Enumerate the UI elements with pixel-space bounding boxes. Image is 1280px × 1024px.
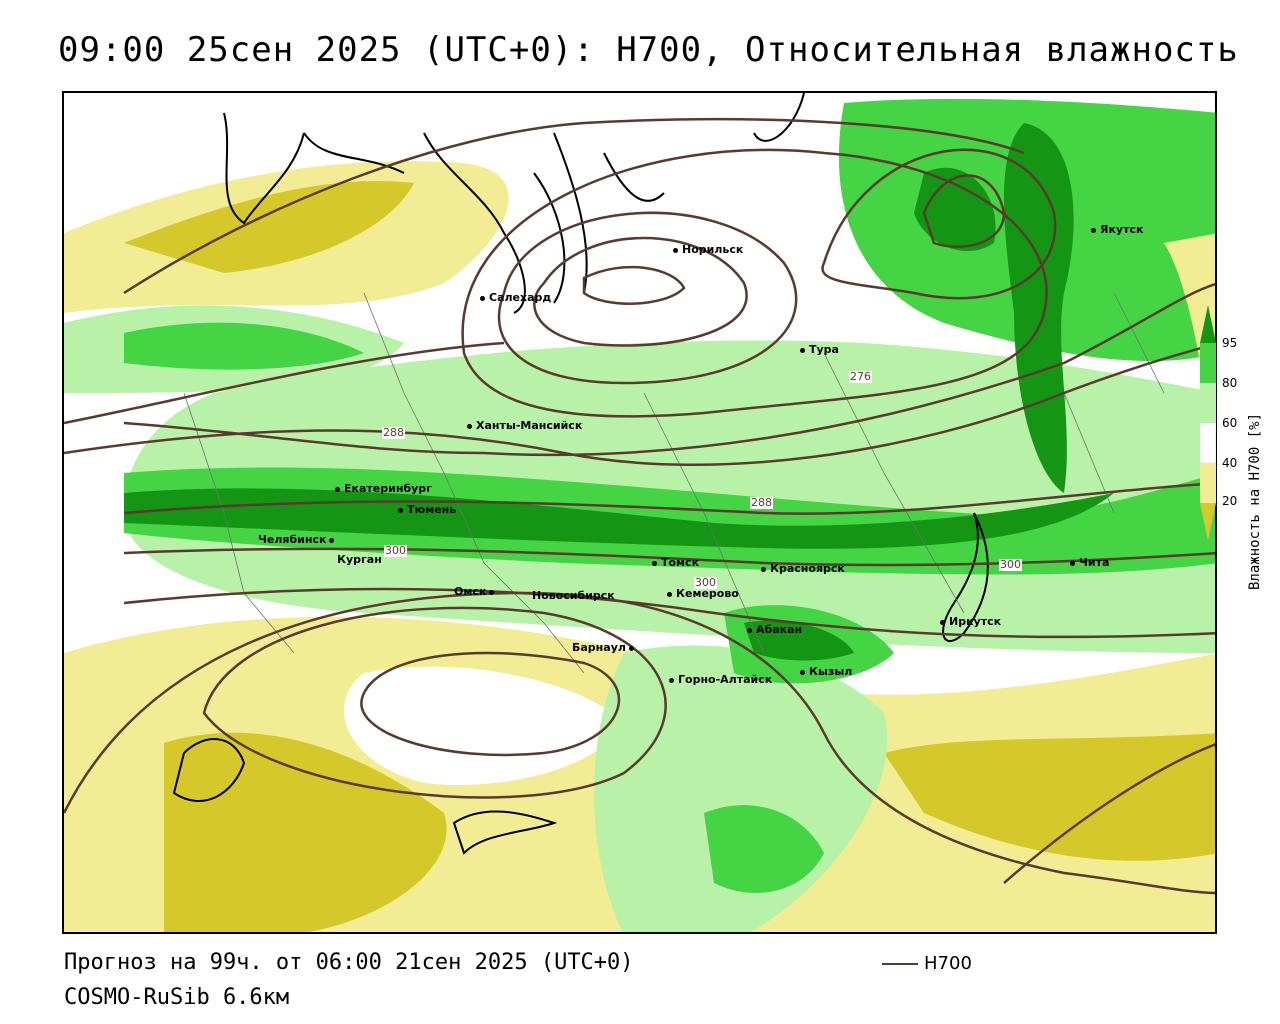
- city-tyumen: Тюмень: [398, 503, 456, 516]
- city-marker-icon: [800, 669, 805, 675]
- isoline-label: 300: [694, 576, 717, 589]
- city-chita: Чита: [1070, 556, 1109, 569]
- city-marker-icon: [1091, 227, 1096, 233]
- city-yakutsk: Якутск: [1091, 223, 1143, 236]
- city-marker-icon: [761, 566, 766, 572]
- city-marker-icon: [489, 589, 495, 595]
- map-title: 09:00 25сен 2025 (UTC+0): H700, Относите…: [58, 30, 1239, 70]
- city-gorno-altaysk: Горно-Алтайск: [669, 673, 772, 686]
- city-marker-icon: [628, 645, 634, 651]
- humidity-colorbar: [1200, 305, 1216, 541]
- city-kurgan: Курган: [337, 553, 382, 566]
- city-norilsk: Норильск: [673, 243, 743, 256]
- city-abakan: Абакан: [747, 623, 802, 636]
- city-novosibirsk: Новосибирск: [532, 589, 615, 602]
- isoline-label: 288: [750, 496, 773, 509]
- city-marker-icon: [940, 619, 945, 625]
- isoline-label: 300: [999, 558, 1022, 571]
- colorbar-tick: 95: [1222, 336, 1238, 350]
- colorbar-tick: 40: [1222, 456, 1238, 470]
- isoline-label: 276: [849, 370, 872, 383]
- colorbar-tick: 80: [1222, 376, 1238, 390]
- city-marker-icon: [669, 677, 674, 683]
- model-name: COSMO-RuSib 6.6км: [64, 985, 290, 1010]
- isoline-label: 300: [384, 544, 407, 557]
- city-marker-icon: [673, 247, 678, 253]
- city-irkutsk: Иркутск: [940, 615, 1001, 628]
- city-marker-icon: [467, 423, 472, 429]
- colorbar-title: Влажность на H700 [%]: [1247, 412, 1263, 590]
- colorbar-tick: 20: [1222, 494, 1238, 508]
- colorbar-tick: 60: [1222, 416, 1238, 430]
- city-marker-icon: [747, 627, 752, 633]
- city-krasnoyarsk: Красноярск: [761, 562, 845, 575]
- city-khanty-mansiysk: Ханты-Мансийск: [467, 419, 582, 432]
- forecast-info: Прогноз на 99ч. от 06:00 21сен 2025 (UTC…: [64, 950, 634, 975]
- city-marker-icon: [398, 507, 403, 513]
- city-marker-icon: [667, 591, 672, 597]
- h700-legend-line-icon: [882, 963, 918, 965]
- city-marker-icon: [800, 347, 805, 353]
- isoline-label: 288: [382, 426, 405, 439]
- city-marker-icon: [652, 560, 657, 566]
- h700-isolines: [64, 118, 1215, 895]
- city-yekaterinburg: Екатеринбург: [335, 482, 432, 495]
- city-barnaul: Барнаул: [572, 641, 638, 654]
- city-kemerovo: Кемерово: [667, 587, 739, 600]
- city-tura: Тура: [800, 343, 839, 356]
- map-area[interactable]: 276 288 288 300 300 300 Норильск Якутск …: [62, 91, 1217, 934]
- h700-legend-label: H700: [924, 953, 972, 974]
- city-marker-icon: [1070, 560, 1075, 566]
- city-omsk: Омск: [454, 585, 498, 598]
- city-marker-icon: [329, 537, 335, 543]
- city-marker-icon: [335, 486, 340, 492]
- city-tomsk: Томск: [652, 556, 699, 569]
- city-marker-icon: [480, 295, 485, 301]
- humidity-field: [64, 93, 1215, 932]
- city-chelyabinsk: Челябинск: [258, 533, 338, 546]
- city-kyzyl: Кызыл: [800, 665, 852, 678]
- city-salekhard: Салехард: [480, 291, 551, 304]
